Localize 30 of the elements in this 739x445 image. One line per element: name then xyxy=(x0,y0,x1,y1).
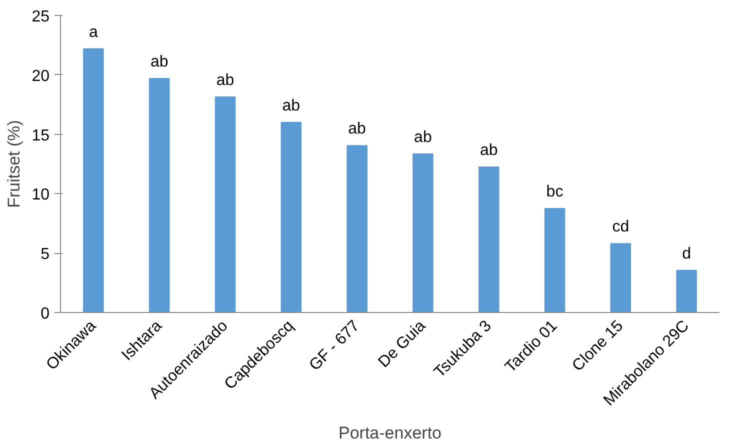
bar xyxy=(83,48,104,312)
bar xyxy=(148,78,170,312)
y-axis-title: Fruitset (%) xyxy=(4,120,24,208)
x-axis-title: Porta-enxerto xyxy=(338,423,442,442)
y-tick-label: 20 xyxy=(32,68,50,85)
bar xyxy=(214,96,236,312)
annotation: ab xyxy=(150,53,168,70)
annotation: d xyxy=(682,245,692,262)
x-tick-label: De Guia xyxy=(375,317,430,372)
bar xyxy=(280,122,302,312)
bar xyxy=(676,270,697,312)
bar xyxy=(544,208,566,312)
x-tick-label: GF - 677 xyxy=(306,317,364,374)
annotation: ab xyxy=(282,97,300,114)
bar xyxy=(412,153,434,312)
bar xyxy=(610,243,632,312)
annotation: bc xyxy=(546,184,564,201)
annotation: ab xyxy=(414,128,432,146)
y-tick-label: 0 xyxy=(40,306,50,322)
y-tick-label: 15 xyxy=(32,127,50,144)
y-tick-label: 10 xyxy=(32,186,50,204)
bar xyxy=(346,145,368,312)
annotation: ab xyxy=(348,120,366,138)
y-tick-label: 25 xyxy=(32,8,50,26)
bar xyxy=(478,166,500,312)
annotation: ab xyxy=(216,72,234,89)
annotation: cd xyxy=(612,218,630,236)
y-tick-label: 5 xyxy=(40,246,50,264)
annotation: ab xyxy=(480,142,498,159)
annotation: a xyxy=(89,24,98,41)
